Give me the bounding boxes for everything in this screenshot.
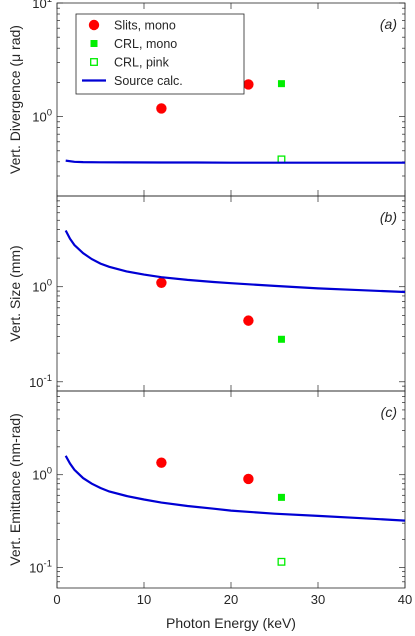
- panel-label: (a): [380, 16, 397, 32]
- plot-frame: [56, 390, 406, 589]
- slits-point: [156, 277, 167, 288]
- legend-label: CRL, mono: [114, 37, 177, 51]
- legend-label: Slits, mono: [114, 19, 176, 33]
- y-axis-label: Vert. Emittance (nm-rad): [7, 413, 23, 566]
- y-tick-label: 101: [32, 0, 52, 11]
- panel-b: 10-1 100 Vert. Size (mm) (b): [7, 195, 406, 392]
- data-layer: [65, 79, 405, 164]
- crl-mono-point: [277, 80, 285, 88]
- crl-mono-point: [277, 335, 285, 343]
- plot-frame: [56, 195, 406, 392]
- panel-label: (b): [380, 209, 397, 225]
- x-tick-label: 0: [53, 592, 60, 607]
- panel-a: 100 101 Vert. Divergence (μ rad) (a) Slits, …: [7, 0, 406, 197]
- crl-mono-point: [277, 493, 285, 501]
- source-calc-curve: [64, 229, 405, 294]
- y-tick-label: 10-1: [29, 373, 52, 390]
- legend-marker-crl-pink: [90, 58, 98, 66]
- x-axis-label: Photon Energy (keV): [166, 615, 296, 631]
- panels: 100101Vert. Divergence (μ rad)(a)Slits, …: [7, 0, 412, 607]
- x-tick-label: 10: [137, 592, 151, 607]
- slits-point: [243, 315, 254, 326]
- y-tick-label: 100: [32, 466, 52, 483]
- x-tick-label: 30: [311, 592, 325, 607]
- y-tick-label: 10-1: [29, 558, 52, 575]
- source-calc-curve: [65, 159, 405, 164]
- x-tick-label: 40: [398, 592, 412, 607]
- data-layer: [64, 455, 405, 566]
- legend-marker-crl-mono: [90, 40, 98, 47]
- slits-point: [243, 79, 254, 90]
- slits-point: [156, 457, 167, 468]
- crl-pink-point: [277, 557, 286, 566]
- panel-c: 10-1 100 0 10 20 30 40 Vert. Emittance (nm-rad)…: [7, 390, 412, 607]
- y-tick-label: 100: [32, 108, 52, 125]
- panel-label: (c): [381, 404, 397, 420]
- slits-point: [243, 473, 254, 485]
- y-tick-label: 100: [32, 278, 52, 295]
- legend-marker-slits: [88, 19, 100, 31]
- y-axis-label: Vert. Size (mm): [7, 245, 23, 341]
- source-calc-curve: [64, 455, 405, 522]
- x-tick-label: 20: [224, 592, 238, 607]
- legend: Slits, mono CRL, mono CRL, pink Source calc…: [75, 13, 245, 95]
- legend-label: Source calc.: [114, 74, 183, 88]
- slits-point: [156, 103, 167, 114]
- legend-label: CRL, pink: [114, 56, 170, 70]
- data-layer: [64, 229, 405, 343]
- y-axis-label: Vert. Divergence (μ rad): [7, 25, 23, 174]
